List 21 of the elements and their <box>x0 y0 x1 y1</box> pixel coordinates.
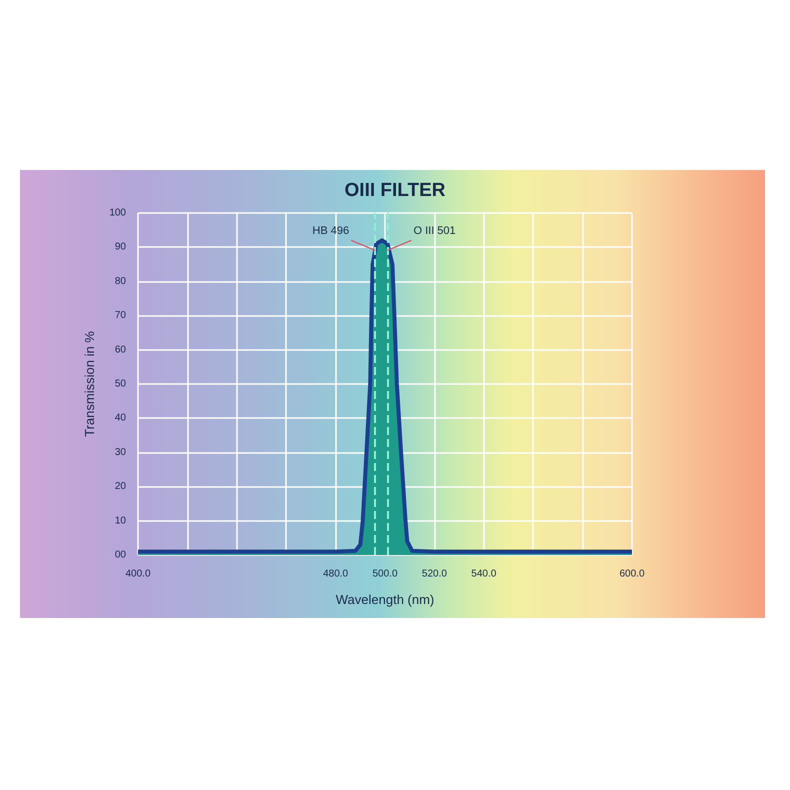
chart-title: OIII FILTER <box>344 180 446 201</box>
x-axis-title: Wavelength (nm) <box>336 592 434 607</box>
y-tick-label: 100 <box>109 208 126 218</box>
y-tick-label: 30 <box>114 446 126 458</box>
y-tick-label: 00 <box>114 550 126 560</box>
x-tick-label: 540.0 <box>471 568 497 580</box>
y-tick-label: 60 <box>114 344 126 356</box>
y-axis-title: Transmission in % <box>82 330 97 437</box>
y-tick-label: 10 <box>114 515 126 526</box>
y-tick-label: 80 <box>114 276 126 287</box>
x-tick-label: 480.0 <box>323 568 349 580</box>
annotation: O III 501 <box>413 224 456 237</box>
x-tick-label: 500.0 <box>372 568 398 580</box>
x-tick-label: 600.0 <box>619 568 645 580</box>
y-tick-label: 70 <box>114 310 126 322</box>
x-tick-label: 400.0 <box>125 568 151 580</box>
x-tick-label: 520.0 <box>422 568 448 580</box>
y-tick-label: 40 <box>114 412 126 424</box>
y-tick-label: 20 <box>114 481 126 492</box>
y-tick-label: 90 <box>114 242 126 253</box>
y-tick-label: 50 <box>114 378 126 390</box>
